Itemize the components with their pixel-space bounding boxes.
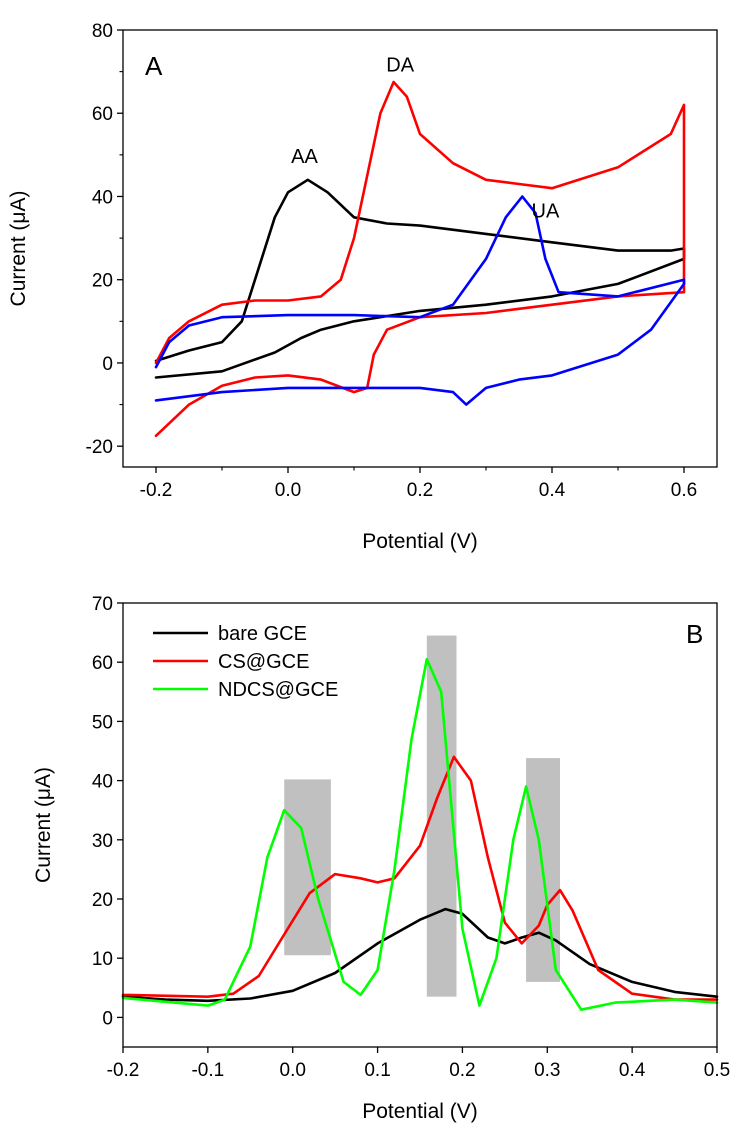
x-axis-title: Potential (V) [362, 530, 478, 553]
y-tick-label: -20 [86, 437, 113, 458]
y-tick-label: 20 [92, 890, 113, 911]
x-axis-title: Potential (V) [362, 1100, 478, 1123]
y-tick-label: 30 [92, 831, 113, 852]
x-tick-label: 0.2 [449, 1060, 475, 1081]
highlight-band-1 [284, 779, 331, 956]
series-line-bare-gce [121, 907, 719, 1003]
peak-label-aa: AA [291, 146, 318, 168]
x-tick-label: -0.1 [191, 1060, 224, 1081]
legend-label: CS@GCE [218, 651, 309, 673]
x-tick-label: 0.0 [280, 1060, 306, 1081]
legend-label: NDCS@GCE [218, 679, 338, 701]
x-tick-label: 0.6 [671, 480, 697, 501]
y-axis-title: Current (μA) [32, 767, 55, 883]
y-tick-label: 40 [92, 772, 113, 793]
y-tick-label: 50 [92, 712, 113, 733]
x-tick-label: -0.2 [140, 480, 173, 501]
x-tick-label: 0.5 [704, 1060, 730, 1081]
x-tick-label: 0.1 [364, 1060, 390, 1081]
peak-label-ua: UA [532, 200, 560, 222]
y-tick-label: 0 [102, 354, 113, 375]
series-line-1 [154, 178, 686, 379]
plot-frame [122, 29, 718, 468]
y-tick-label: 40 [92, 187, 113, 208]
plot-frame [122, 602, 718, 1048]
x-tick-label: 0.0 [275, 480, 301, 501]
x-tick-label: 0.4 [539, 480, 566, 501]
y-tick-label: 20 [92, 271, 113, 292]
x-tick-label: 0.2 [407, 480, 433, 501]
y-tick-label: 80 [92, 21, 113, 42]
y-tick-label: 10 [92, 949, 113, 970]
x-tick-label: 0.4 [619, 1060, 646, 1081]
chart-panel-b: -0.2 -0.1 0.0 0.1 0.2 0.3 0.4 0.5 0 10 20 30 40 50 60 7… [32, 594, 730, 1123]
y-axis-title: Current (μA) [7, 191, 30, 307]
x-tick-label: 0.3 [534, 1060, 560, 1081]
y-tick-label: 70 [92, 594, 113, 615]
legend: bare GCE CS@GCE NDCS@GCE [153, 623, 338, 701]
y-tick-label: 60 [92, 104, 113, 125]
peak-label-da: DA [386, 55, 414, 77]
legend-label: bare GCE [218, 623, 307, 645]
panel-label: B [686, 619, 703, 649]
series-line-cs-gce [121, 755, 719, 1001]
y-tick-label: 0 [102, 1008, 113, 1029]
chart-panel-a: -0.2 0.0 0.2 0.4 0.6 -20 0 20 40 60 80 Potential (V… [7, 21, 718, 553]
x-tick-label: -0.2 [107, 1060, 140, 1081]
series-line-3 [154, 195, 686, 406]
series-line-ndcs-gce [121, 657, 719, 1012]
y-tick-label: 60 [92, 653, 113, 674]
panel-label: A [145, 51, 163, 81]
series-line-2 [154, 80, 686, 438]
